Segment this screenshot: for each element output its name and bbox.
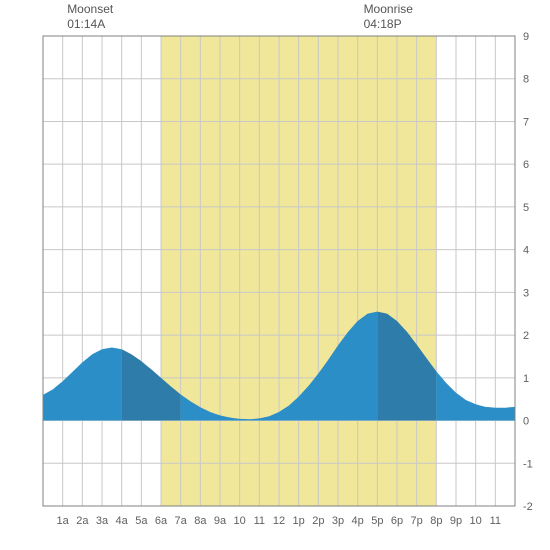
x-tick-label: 9a (214, 515, 227, 527)
y-tick-label: 6 (523, 159, 529, 171)
chart-svg: -2-101234567891a2a3a4a5a6a7a8a9a1011121p… (0, 0, 550, 550)
y-tick-label: -1 (523, 458, 533, 470)
x-tick-label: 6a (155, 515, 168, 527)
x-tick-label: 6p (391, 515, 403, 527)
x-tick-label: 11 (254, 515, 265, 527)
tide-chart: Moonset 01:14A Moonrise 04:18P -2-101234… (0, 0, 550, 550)
y-axis-ticks: -2 -1 0 1 2 3 4 5 6 7 8 9 (523, 31, 533, 513)
x-tick-label: 7p (411, 515, 423, 527)
x-tick-label: 1a (57, 515, 70, 527)
x-tick-label: 12 (273, 515, 285, 527)
y-tick-label: 1 (523, 373, 529, 385)
y-tick-label: 5 (523, 202, 529, 214)
y-tick-label: 3 (523, 287, 529, 299)
x-tick-label: 4a (116, 515, 129, 527)
x-tick-label: 2p (312, 515, 324, 527)
x-tick-label: 9p (450, 515, 462, 527)
x-tick-label: 5a (135, 515, 148, 527)
x-tick-label: 8a (194, 515, 207, 527)
x-tick-label: 11 (490, 515, 501, 527)
x-tick-label: 2a (76, 515, 89, 527)
x-tick-label: 3p (332, 515, 344, 527)
x-tick-label: 1p (293, 515, 305, 527)
y-tick-label: 7 (523, 116, 529, 128)
x-tick-label: 5p (371, 515, 383, 527)
x-tick-label: 8p (430, 515, 442, 527)
x-tick-label: 10 (470, 515, 482, 527)
x-tick-label: 7a (175, 515, 188, 527)
x-tick-label: 10 (234, 515, 246, 527)
y-tick-label: 0 (523, 416, 529, 428)
x-tick-label: 3a (96, 515, 109, 527)
x-tick-label: 4p (352, 515, 364, 527)
y-tick-label: 9 (523, 31, 529, 43)
y-tick-label: 4 (523, 245, 529, 257)
y-tick-label: 2 (523, 330, 529, 342)
x-axis-ticks: 1a 2a 3a 4a 5a 6a 7a 8a 9a 10 11 12 1p 2p 3p 4p 5p 6p 7p 8p… (57, 515, 502, 527)
y-tick-label: -2 (523, 501, 533, 513)
y-tick-label: 8 (523, 74, 529, 86)
